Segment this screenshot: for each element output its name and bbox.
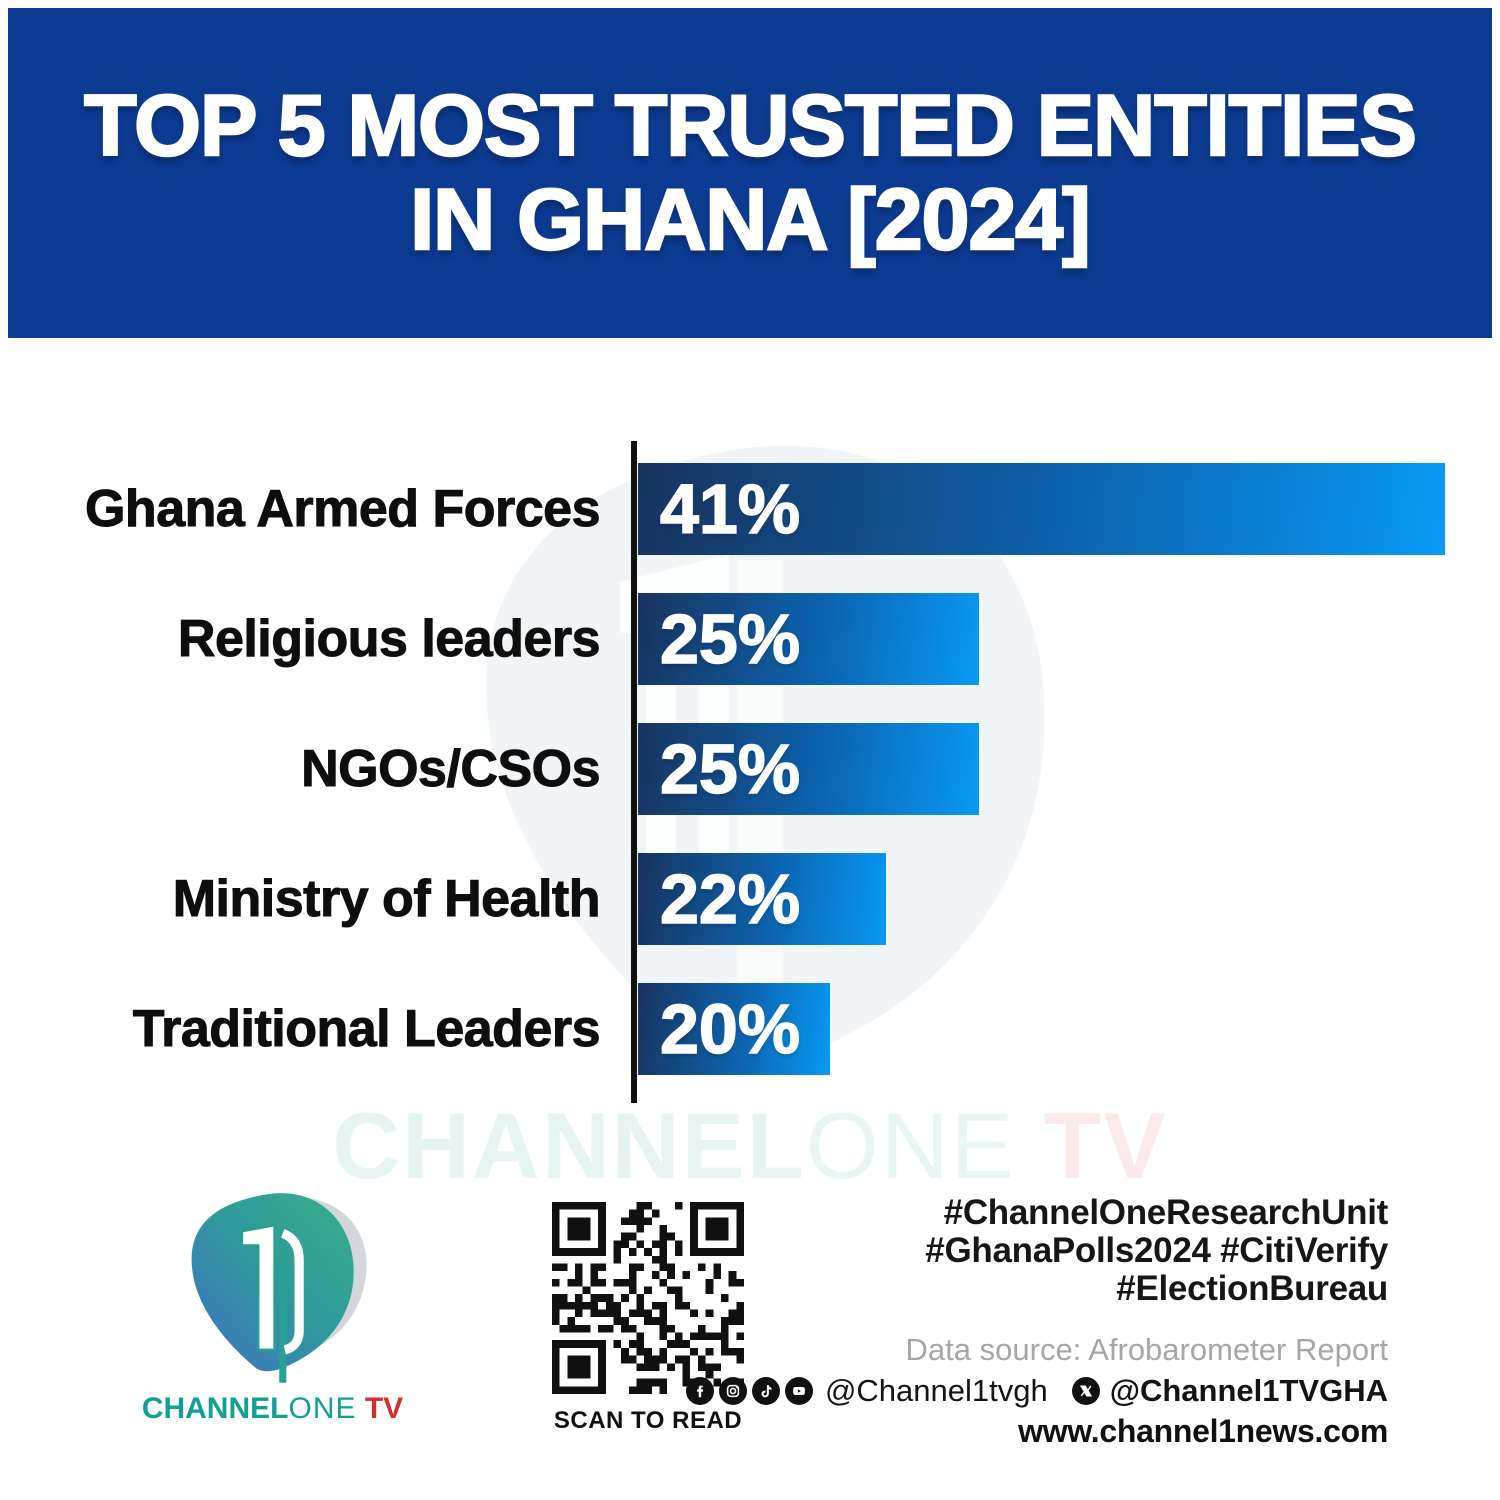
bar-value-label: 41% — [659, 469, 801, 549]
bar-ngos-csos: 25% — [638, 723, 979, 815]
bar-ministry-of-health: 22% — [638, 853, 886, 945]
bar-label-religious-leaders: Religious leaders — [177, 610, 601, 669]
watermark-one: ONE — [805, 1093, 1016, 1198]
social-handle-x: @Channel1TVGHA — [1109, 1373, 1388, 1408]
channel-one-tv-wordmark: CHANNELONE TV — [135, 1392, 410, 1426]
bar-value-label: 22% — [659, 859, 801, 939]
bar-label-ghana-armed-forces: Ghana Armed Forces — [84, 480, 601, 539]
watermark-channel: CHANNEL — [332, 1093, 806, 1198]
channel-one-tv-watermark: CHANNELONE TV — [0, 1092, 1500, 1200]
channel-one-tv-logo — [191, 1193, 367, 1383]
bar-value-label: 25% — [659, 729, 801, 809]
wordmark-tv: TV — [356, 1392, 404, 1425]
qr-caption: SCAN TO READ — [553, 1407, 743, 1434]
bar-value-label: 25% — [659, 599, 801, 679]
bar-label-traditional-leaders: Traditional Leaders — [132, 1000, 601, 1059]
website-url: www.channel1news.com — [1018, 1413, 1388, 1449]
page-title-line1: TOP 5 MOST TRUSTED ENTITIES — [83, 78, 1418, 175]
hashtag-line-1: #ChannelOneResearchUnit — [943, 1193, 1389, 1232]
hashtag-line-2: #GhanaPolls2024 #CitiVerify — [925, 1231, 1388, 1270]
bar-label-ministry-of-health: Ministry of Health — [172, 870, 601, 929]
qr-code — [552, 1202, 744, 1394]
bar-label-ngos-csos: NGOs/CSOs — [301, 740, 601, 799]
watermark-tv: TV — [1015, 1093, 1168, 1198]
social-handle-main: @Channel1tvgh — [824, 1373, 1048, 1408]
bar-religious-leaders: 25% — [638, 593, 979, 685]
bar-traditional-leaders: 20% — [638, 983, 830, 1075]
bar-ghana-armed-forces: 41% — [638, 463, 1445, 555]
bar-value-label: 20% — [659, 989, 801, 1069]
chart-axis-line — [631, 441, 637, 1103]
facebook-icon — [685, 1377, 714, 1405]
wordmark-channel: CHANNEL — [141, 1392, 289, 1425]
wordmark-one: ONE — [288, 1392, 357, 1425]
footer-right-block: #ChannelOneResearchUnit #GhanaPolls2024 … — [685, 1193, 1389, 1450]
page-title-line2: IN GHANA [2024] — [409, 172, 1092, 269]
data-source-text: Data source: Afrobarometer Report — [905, 1332, 1388, 1367]
instagram-icon — [718, 1377, 747, 1405]
header-banner: TOP 5 MOST TRUSTED ENTITIES IN GHANA [20… — [8, 8, 1492, 338]
hashtag-line-3: #ElectionBureau — [1116, 1269, 1388, 1308]
social-row: @Channel1tvgh @Channel1TVGHA — [685, 1373, 1388, 1408]
tiktok-icon — [751, 1377, 780, 1405]
x-icon — [1071, 1377, 1100, 1405]
youtube-icon — [784, 1377, 813, 1405]
